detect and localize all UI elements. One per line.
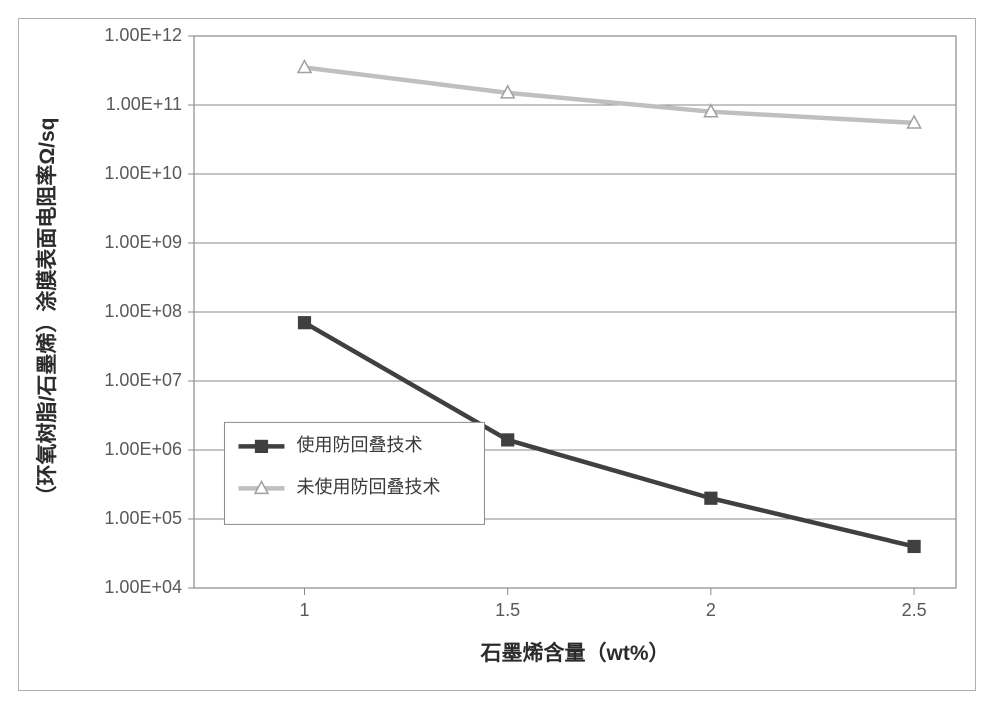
legend-label: 未使用防回叠技术 [296, 477, 440, 497]
legend: 使用防回叠技术未使用防回叠技术 [224, 422, 484, 524]
x-tick-label: 1 [299, 600, 309, 620]
x-axis-title: 石墨烯含量（wt%） [480, 641, 670, 665]
series-marker [705, 492, 717, 504]
series-marker [908, 540, 920, 552]
y-tick-label: 1.00E+12 [104, 25, 182, 45]
legend-label: 使用防回叠技术 [296, 435, 422, 455]
x-tick-label: 2.5 [902, 600, 927, 620]
resistivity-chart: 1.00E+04 1.00E+05 1.00E+06 1.00E+07 1.00E+08… [18, 18, 976, 691]
chart-container: { "chart": { "type": "line", "background… [0, 0, 1000, 709]
y-tick-label: 1.00E+09 [104, 232, 182, 252]
y-tick-label: 1.00E+11 [106, 94, 182, 114]
y-tick-label: 1.00E+10 [104, 163, 182, 183]
y-tick-label: 1.00E+07 [104, 370, 182, 390]
y-tick-label: 1.00E+05 [104, 508, 182, 528]
y-axis-title: （环氧树脂/石墨烯）涂膜表面电阻率Ω/sq [35, 117, 59, 506]
x-tick-label: 2 [706, 600, 716, 620]
y-tick-label: 1.00E+06 [104, 439, 182, 459]
y-tick-label: 1.00E+04 [104, 577, 182, 597]
series-marker [298, 317, 310, 329]
x-tick-label: 1.5 [495, 600, 520, 620]
y-tick-label: 1.00E+08 [104, 301, 182, 321]
series-marker [502, 434, 514, 446]
